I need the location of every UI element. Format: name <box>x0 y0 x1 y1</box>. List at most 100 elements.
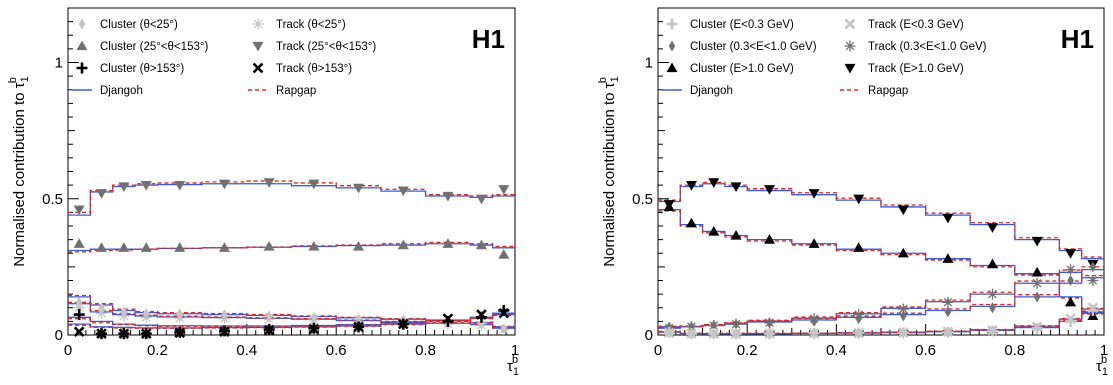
data-point <box>1087 302 1099 314</box>
data-point <box>663 327 675 339</box>
y-tick-label: 1 <box>645 55 653 72</box>
data-point <box>900 310 907 322</box>
data-point <box>140 311 152 323</box>
data-point <box>73 205 85 216</box>
data-point <box>498 307 510 319</box>
y-tick-label: 0 <box>55 327 63 344</box>
rapgap-histogram <box>68 314 515 329</box>
data-point <box>118 182 130 192</box>
data-point <box>1065 313 1076 324</box>
legend-label: Track (θ>153°) <box>276 63 352 75</box>
legend-marker-plus <box>666 18 678 30</box>
legend-marker-triangle-down <box>844 63 856 74</box>
legend-marker-triangle-up <box>666 62 678 73</box>
data-point <box>498 324 510 336</box>
data-point <box>942 296 954 308</box>
data-point <box>308 179 320 190</box>
data-point <box>987 288 998 300</box>
legend-label: Cluster (E>1.0 GeV) <box>690 63 794 75</box>
data-point <box>987 223 998 233</box>
legend-marker-plus <box>76 62 88 74</box>
data-point <box>308 314 320 326</box>
data-point <box>475 239 487 250</box>
data-point <box>308 323 320 335</box>
legend-label: Track (E>1.0 GeV) <box>868 63 964 75</box>
data-point <box>475 194 487 205</box>
rapgap-histogram <box>68 301 515 329</box>
y-tick-label: 0.5 <box>632 191 653 208</box>
data-point <box>140 328 152 339</box>
x-tick-label: 1 <box>1100 342 1108 359</box>
legend-label: Djangoh <box>100 85 143 97</box>
data-point <box>73 238 85 248</box>
data-point <box>1033 291 1041 303</box>
data-point <box>897 327 909 338</box>
x-axis-title: τ1b <box>507 354 519 378</box>
data-point <box>1067 275 1074 286</box>
y-tick-label: 1 <box>55 55 63 72</box>
x-tick-label: 0.4 <box>826 342 847 359</box>
djangoh-histogram <box>658 183 1104 260</box>
data-point <box>1065 249 1077 259</box>
data-point <box>218 179 230 190</box>
data-point <box>219 326 230 338</box>
legend-marker-triangle-up <box>76 40 88 51</box>
data-point <box>897 247 909 258</box>
legend-marker-triangle-down <box>252 41 264 52</box>
plot-frame <box>67 7 516 336</box>
data-point <box>808 189 820 199</box>
data-point <box>987 258 998 269</box>
data-point <box>853 327 865 339</box>
data-point <box>1065 296 1077 307</box>
data-point <box>764 234 775 244</box>
legend-label: Track (E<0.3 GeV) <box>868 19 964 31</box>
legend-label: Djangoh <box>690 85 733 97</box>
data-point <box>96 189 108 199</box>
data-point <box>708 178 720 188</box>
x-axis-title: τ1b <box>1096 354 1108 378</box>
data-point <box>663 201 675 212</box>
data-point <box>140 181 152 191</box>
data-point <box>73 302 85 314</box>
x-tick-label: 0.6 <box>915 342 936 359</box>
x-tick-label: 0 <box>654 342 662 359</box>
data-point <box>808 313 820 325</box>
legend-marker-cross <box>252 62 264 74</box>
data-point <box>942 213 954 224</box>
data-point <box>708 225 720 236</box>
x-tick-label: 0.2 <box>737 342 758 359</box>
legend-label: Cluster (θ<25°) <box>100 19 178 31</box>
data-point <box>118 328 130 339</box>
data-point <box>685 321 697 333</box>
data-point <box>96 242 108 252</box>
data-point <box>730 318 742 330</box>
data-point <box>1031 277 1043 289</box>
data-point <box>475 319 487 331</box>
data-point <box>1089 261 1097 273</box>
h1-logo: H1 <box>472 24 505 54</box>
data-point <box>764 185 775 195</box>
data-point <box>944 306 952 318</box>
data-point <box>764 317 775 329</box>
data-point <box>442 313 454 324</box>
data-point <box>498 249 510 259</box>
data-point <box>708 319 720 331</box>
data-point <box>174 327 186 339</box>
x-tick-label: 0.8 <box>1004 342 1025 359</box>
legend-marker-star <box>844 40 856 52</box>
data-point <box>96 328 107 339</box>
data-point <box>1065 264 1077 276</box>
x-tick-label: 0.6 <box>326 342 347 359</box>
data-point <box>897 205 909 216</box>
x-tick-label: 0.4 <box>236 342 257 359</box>
h1-logo: H1 <box>1061 24 1094 54</box>
data-point <box>853 309 865 321</box>
data-point <box>1087 275 1099 286</box>
legend-label: Cluster (θ>153°) <box>100 63 184 75</box>
data-point <box>442 191 454 202</box>
legend-label: Track (0.3<E<1.0 GeV) <box>868 41 987 53</box>
data-point <box>118 310 130 322</box>
data-point <box>853 194 865 205</box>
legend-marker-cross <box>844 18 856 30</box>
